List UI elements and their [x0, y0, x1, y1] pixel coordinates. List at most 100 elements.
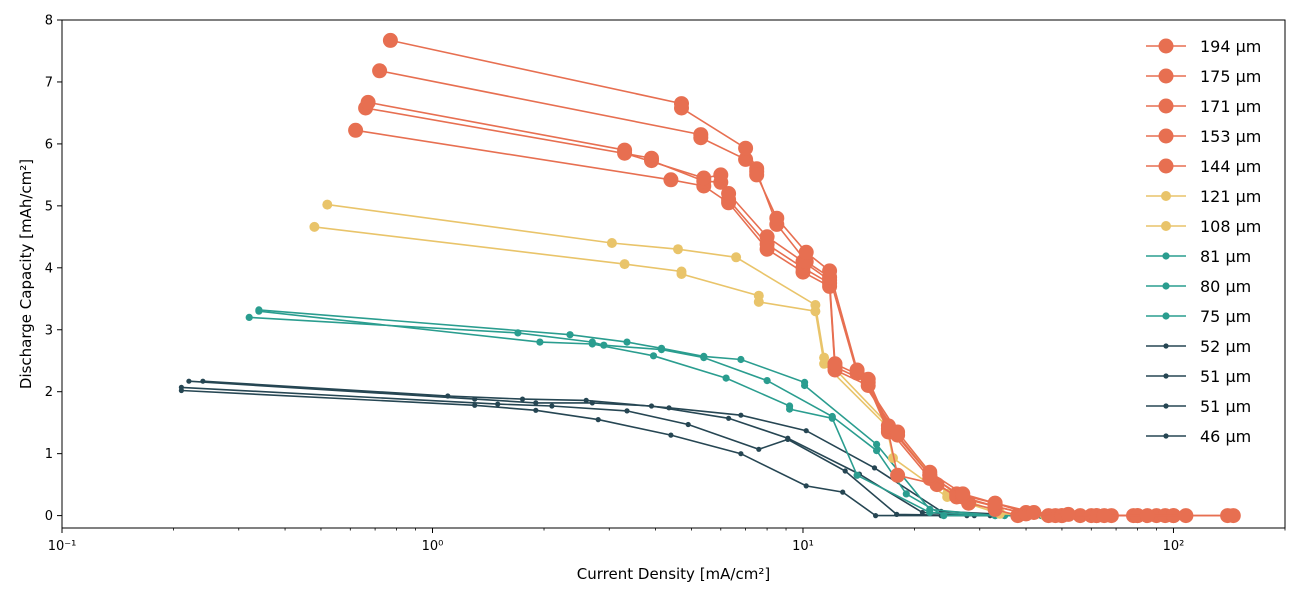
y-tick-label: 3 — [45, 323, 53, 338]
data-point — [606, 238, 617, 248]
data-point — [803, 428, 809, 434]
data-point — [871, 465, 878, 471]
legend-label: 75 μm — [1200, 307, 1251, 326]
data-point — [753, 296, 764, 307]
data-point — [803, 483, 809, 489]
series-8 — [255, 306, 1108, 520]
data-point — [919, 509, 926, 516]
data-point — [619, 259, 630, 270]
data-point — [600, 341, 608, 349]
legend-marker — [1158, 38, 1174, 54]
data-point — [245, 313, 253, 321]
data-point — [536, 338, 544, 346]
data-point — [583, 397, 589, 403]
data-point — [445, 393, 451, 399]
legend-label: 51 μm — [1200, 367, 1251, 386]
legend-item: 75 μm — [1146, 307, 1251, 326]
plot-area — [178, 32, 1241, 524]
data-point — [726, 415, 732, 421]
x-tick-label: 10¹ — [792, 539, 814, 554]
data-point — [663, 172, 679, 188]
legend-marker — [1163, 343, 1169, 349]
data-point — [623, 338, 631, 346]
legend: 194 μm 175 μm 171 μm 153 μm 144 μm 121 μm 108 … — [1146, 37, 1261, 446]
x-axis: 10⁻¹ 10⁰ 10¹ 10² — [48, 528, 1286, 554]
legend-item: 52 μm — [1146, 337, 1251, 356]
legend-label: 81 μm — [1200, 247, 1251, 266]
data-point — [657, 344, 666, 352]
data-point — [495, 401, 501, 407]
data-point — [382, 32, 398, 48]
data-point — [738, 140, 754, 156]
data-point — [756, 446, 762, 452]
legend-item: 80 μm — [1146, 277, 1251, 296]
series-line — [355, 129, 1157, 517]
x-tick-label: 10² — [1163, 539, 1185, 554]
y-tick-label: 0 — [45, 509, 53, 524]
data-point — [801, 381, 809, 390]
legend-item: 171 μm — [1146, 97, 1261, 116]
y-tick-label: 1 — [45, 447, 53, 462]
data-point — [738, 412, 744, 418]
data-point — [902, 490, 910, 498]
y-tick-label: 6 — [45, 137, 53, 152]
series-line — [188, 380, 1026, 517]
legend-label: 194 μm — [1200, 37, 1261, 56]
series-5 — [348, 122, 1164, 524]
data-point — [624, 408, 630, 414]
data-point — [849, 362, 865, 378]
data-point — [827, 356, 843, 372]
legend-item: 46 μm — [1146, 427, 1251, 446]
legend-label: 171 μm — [1200, 97, 1261, 116]
legend-marker — [1163, 403, 1169, 409]
data-point — [749, 167, 765, 183]
legend-label: 153 μm — [1200, 127, 1261, 146]
data-point — [588, 338, 596, 346]
data-point — [668, 432, 674, 438]
data-point — [673, 244, 683, 255]
legend-marker — [1158, 68, 1174, 84]
data-point — [737, 355, 745, 364]
data-point — [533, 407, 539, 413]
data-point — [472, 402, 478, 408]
series-12 — [186, 378, 1029, 519]
data-point — [722, 374, 730, 382]
x-tick-label: 10⁻¹ — [48, 539, 77, 554]
data-point — [674, 100, 689, 116]
x-tick-label: 10⁰ — [422, 539, 444, 554]
legend-label: 51 μm — [1200, 397, 1251, 416]
series-13 — [178, 384, 1021, 519]
data-point — [810, 300, 821, 310]
data-point — [595, 417, 601, 423]
series-3 — [360, 94, 1181, 524]
y-tick-label: 5 — [45, 199, 53, 214]
data-point — [721, 186, 737, 201]
legend-label: 144 μm — [1200, 157, 1261, 176]
series-line — [258, 309, 1105, 517]
legend-marker — [1161, 191, 1171, 201]
data-point — [840, 489, 846, 495]
legend-item: 81 μm — [1146, 247, 1251, 266]
data-point — [322, 199, 333, 210]
data-point — [666, 405, 672, 411]
legend-label: 175 μm — [1200, 67, 1261, 86]
data-point — [785, 435, 791, 441]
data-point — [360, 94, 376, 110]
y-tick-label: 2 — [45, 385, 53, 400]
y-axis-label: Discharge Capacity [mAh/cm²] — [17, 159, 35, 389]
data-point — [987, 495, 1003, 511]
legend-marker — [1161, 221, 1171, 231]
y-axis: 0 1 2 3 4 5 6 7 8 — [45, 14, 62, 524]
data-point — [922, 464, 938, 480]
data-point — [676, 269, 687, 279]
series-1 — [382, 32, 1241, 524]
data-point — [519, 396, 526, 402]
data-point — [940, 511, 948, 520]
data-point — [894, 511, 900, 517]
series-7 — [309, 221, 1162, 521]
legend-marker — [1158, 98, 1174, 114]
data-point — [649, 352, 658, 360]
data-point — [1139, 508, 1155, 524]
data-point — [549, 403, 555, 409]
